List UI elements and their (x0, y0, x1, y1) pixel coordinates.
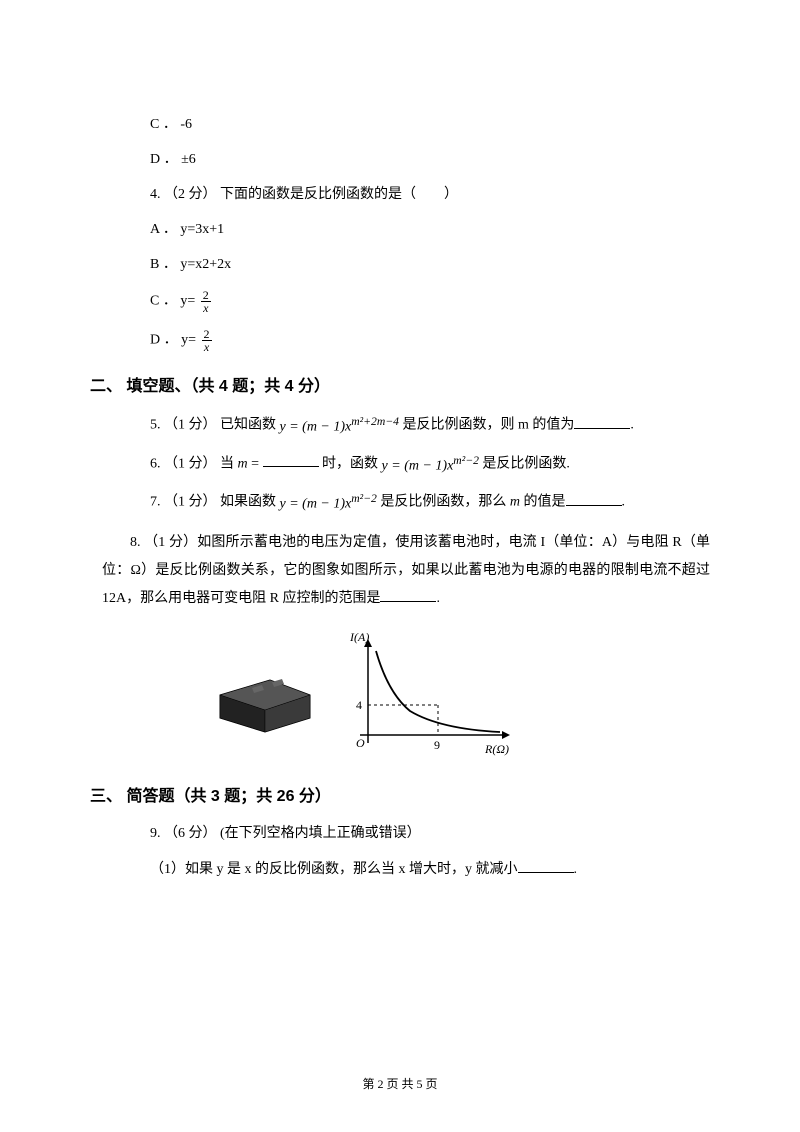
fraction-icon: 2x (202, 328, 212, 353)
blank (263, 452, 319, 467)
q-points: （6 分） (164, 826, 217, 841)
document-page: C ． -6 D ． ±6 4. （2 分） 下面的函数是反比例函数的是（ ） … (0, 0, 800, 934)
option-text: -6 (180, 117, 192, 132)
q-post: 是反比例函数，则 m 的值为 (402, 418, 574, 433)
option-c: C ． -6 (150, 114, 710, 135)
question-6: 6. （1 分） 当 m = 时，函数 y = (m − 1)xm²−2 是反比… (150, 452, 710, 477)
q8-line3-end: . (436, 591, 440, 606)
q-points: （1 分） (144, 535, 197, 550)
q-num: 6. (150, 456, 161, 471)
q4-option-c: C ． y= 2x (150, 289, 710, 314)
q9-1-end: . (574, 862, 578, 877)
q-pre: 如果函数 (220, 495, 280, 510)
question-8: 8. （1 分）如图所示蓄电池的电压为定值，使用该蓄电池时，电流 I（单位：A）… (102, 529, 710, 613)
q-post: 的值是 (524, 495, 566, 510)
x-tick: 9 (434, 738, 440, 752)
q-mid: 时，函数 (322, 456, 382, 471)
question-9: 9. （6 分） (在下列空格内填上正确或错误） (150, 823, 710, 844)
q-points: （1 分） (164, 418, 217, 433)
x-axis-label: R(Ω) (484, 742, 509, 756)
formula: y = (m − 1)xm²−2 (280, 490, 377, 515)
q-end: . (630, 418, 634, 433)
blank (574, 414, 630, 429)
section-3-heading: 三、 简答题（共 3 题；共 26 分） (90, 785, 710, 809)
var-m: m (238, 456, 248, 471)
chart-graph: I(A) R(Ω) 4 9 O (340, 633, 520, 763)
q-points: （2 分） (164, 187, 217, 202)
option-text: y=x2+2x (180, 257, 231, 272)
option-label: A (150, 222, 159, 237)
page-footer: 第 2 页 共 5 页 (0, 1075, 800, 1092)
q4-option-a: A ． y=3x+1 (150, 219, 710, 240)
option-prefix: y= (180, 294, 198, 309)
option-label: C (150, 117, 159, 132)
q-post: 是反比例函数. (482, 456, 570, 471)
option-label: C (150, 294, 159, 309)
q-text: 下面的函数是反比例函数的是（ ） (220, 187, 458, 202)
q4-option-d: D ． y= 2x (150, 328, 710, 353)
q4-option-b: B ． y=x2+2x (150, 254, 710, 275)
y-tick: 4 (356, 698, 362, 712)
q9-1-text: （1）如果 y 是 x 的反比例函数，那么当 x 增大时，y 就减小 (150, 862, 518, 877)
option-label: D (150, 152, 160, 167)
q-num: 8. (130, 535, 141, 550)
q-eq: = (251, 456, 262, 471)
y-axis-label: I(A) (349, 633, 369, 644)
question-4: 4. （2 分） 下面的函数是反比例函数的是（ ） (150, 184, 710, 205)
q8-line1: 如图所示蓄电池的电压为定值，使用该蓄电池时，电流 I（单位：A）与电 (197, 535, 654, 550)
section-2-heading: 二、 填空题、（共 4 题；共 4 分） (90, 375, 710, 399)
formula: y = (m − 1)xm²+2m−4 (280, 413, 399, 438)
option-label: D (150, 333, 160, 348)
q-end: . (622, 495, 626, 510)
q-num: 4. (150, 187, 161, 202)
battery-icon (210, 660, 320, 735)
blank (566, 491, 622, 506)
option-prefix: y= (181, 333, 199, 348)
option-d: D ． ±6 (150, 149, 710, 170)
q-num: 7. (150, 495, 161, 510)
question-7: 7. （1 分） 如果函数 y = (m − 1)xm²−2 是反比例函数，那么… (150, 490, 710, 515)
q-pre: 已知函数 (220, 418, 280, 433)
q-mid: 是反比例函数，那么 (380, 495, 510, 510)
q-text: (在下列空格内填上正确或错误） (220, 826, 421, 841)
origin-label: O (356, 736, 365, 750)
option-text: ±6 (181, 152, 196, 167)
q-points: （1 分） (164, 495, 217, 510)
fraction-icon: 2x (201, 289, 211, 314)
blank (518, 858, 574, 873)
var-m: m (510, 495, 520, 510)
option-text: y=3x+1 (180, 222, 224, 237)
question-8-figures: I(A) R(Ω) 4 9 O (210, 633, 710, 763)
question-9-1: （1）如果 y 是 x 的反比例函数，那么当 x 增大时，y 就减小. (150, 858, 710, 880)
q-pre: 当 (220, 456, 238, 471)
formula: y = (m − 1)xm²−2 (382, 452, 479, 477)
question-5: 5. （1 分） 已知函数 y = (m − 1)xm²+2m−4 是反比例函数… (150, 413, 710, 438)
q-num: 5. (150, 418, 161, 433)
q-points: （1 分） (164, 456, 217, 471)
q-num: 9. (150, 826, 161, 841)
option-label: B (150, 257, 159, 272)
blank (380, 587, 436, 602)
